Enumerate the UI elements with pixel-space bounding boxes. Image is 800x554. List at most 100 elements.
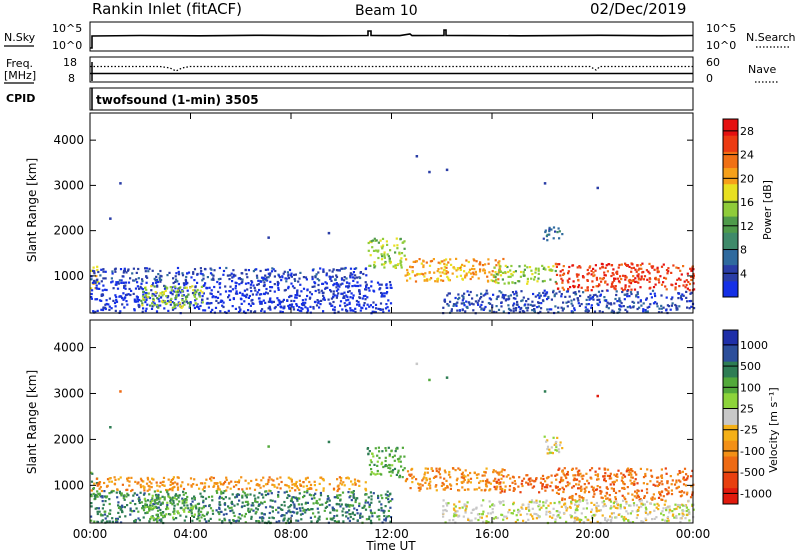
data-cell xyxy=(653,517,656,520)
data-cell xyxy=(224,290,228,293)
data-cell xyxy=(592,486,595,489)
data-cell xyxy=(296,499,299,502)
data-cell xyxy=(586,502,589,505)
data-cell xyxy=(95,279,98,282)
data-cell xyxy=(322,489,325,492)
data-cell xyxy=(438,468,441,471)
data-cell xyxy=(304,276,308,279)
data-cell xyxy=(241,496,244,499)
data-cell xyxy=(215,509,218,512)
data-cell xyxy=(424,467,427,470)
data-cell xyxy=(258,521,261,524)
data-cell xyxy=(627,468,630,472)
data-cell xyxy=(529,513,532,516)
data-cell xyxy=(252,302,255,305)
data-cell xyxy=(156,509,160,512)
data-cell xyxy=(660,304,663,307)
data-cell xyxy=(152,293,155,296)
data-cell xyxy=(546,298,549,301)
data-cell xyxy=(280,503,283,507)
data-cell xyxy=(244,521,247,524)
data-cell xyxy=(482,510,485,513)
data-cell xyxy=(446,294,449,297)
x-tick-label: 00:00 xyxy=(676,527,711,541)
data-cell xyxy=(514,270,517,273)
data-cell xyxy=(557,514,560,517)
data-cell xyxy=(311,269,314,272)
data-cell xyxy=(415,260,418,263)
data-cell xyxy=(551,269,554,272)
data-cell xyxy=(682,265,685,268)
data-cell xyxy=(596,478,599,481)
data-cell xyxy=(286,299,289,302)
data-cell xyxy=(665,509,668,512)
data-cell xyxy=(302,481,305,484)
data-cell xyxy=(526,309,529,312)
data-cell xyxy=(371,306,375,309)
data-cell xyxy=(498,500,501,503)
data-cell xyxy=(280,305,283,308)
data-cell xyxy=(181,299,184,302)
data-cell xyxy=(422,259,425,262)
data-cell xyxy=(456,275,459,278)
data-cell xyxy=(346,504,350,507)
data-cell xyxy=(345,294,348,297)
data-cell xyxy=(610,487,613,490)
data-cell xyxy=(604,504,607,507)
data-cell xyxy=(532,517,535,520)
data-cell xyxy=(129,293,132,297)
data-cell xyxy=(178,303,182,307)
data-cell xyxy=(475,273,478,276)
data-cell xyxy=(141,304,144,307)
data-cell xyxy=(587,272,590,275)
data-cell xyxy=(94,497,97,500)
data-cell xyxy=(133,308,136,311)
data-cell xyxy=(317,300,320,303)
data-cell xyxy=(142,290,145,293)
data-cell xyxy=(219,481,222,484)
data-cell xyxy=(153,304,156,307)
data-cell xyxy=(651,265,655,268)
data-point xyxy=(267,445,270,448)
data-cell xyxy=(195,483,198,486)
data-cell xyxy=(379,308,382,311)
data-cell xyxy=(209,477,212,480)
data-cell xyxy=(642,476,646,479)
data-cell xyxy=(358,502,361,505)
data-cell xyxy=(304,478,308,481)
data-cell xyxy=(456,268,460,271)
data-cell xyxy=(182,487,186,491)
data-cell xyxy=(293,278,296,281)
data-cell xyxy=(479,516,482,519)
data-cell xyxy=(102,270,105,273)
data-cell xyxy=(245,487,248,490)
data-cell xyxy=(455,257,458,260)
data-cell xyxy=(507,281,510,284)
data-cell xyxy=(368,463,371,467)
data-cell xyxy=(153,502,156,506)
data-cell xyxy=(617,513,620,516)
data-cell xyxy=(617,469,620,472)
data-cell xyxy=(657,311,661,314)
data-cell xyxy=(665,309,668,312)
data-cell xyxy=(508,508,511,512)
data-cell xyxy=(203,284,206,287)
data-cell xyxy=(688,300,691,303)
data-cell xyxy=(389,283,392,286)
data-cell xyxy=(197,516,200,519)
data-cell xyxy=(573,517,576,520)
data-cell xyxy=(393,467,397,470)
data-cell xyxy=(569,286,572,289)
data-cell xyxy=(636,482,639,485)
data-cell xyxy=(446,486,449,489)
data-cell xyxy=(685,509,688,513)
data-cell xyxy=(387,466,390,469)
data-cell xyxy=(665,288,668,291)
data-cell xyxy=(403,455,406,458)
data-cell xyxy=(560,277,563,280)
data-cell xyxy=(429,484,432,487)
data-cell xyxy=(661,518,664,521)
data-cell xyxy=(377,241,380,244)
data-cell xyxy=(304,306,307,309)
data-cell xyxy=(249,304,252,307)
